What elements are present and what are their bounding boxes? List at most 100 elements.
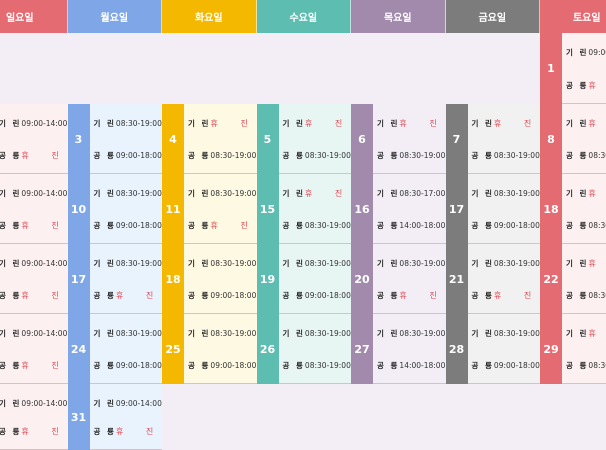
dinosaur-label: 공 룡 (282, 220, 305, 230)
hours-time: 08:30-19:00 (304, 220, 351, 230)
date-number[interactable]: 16 (351, 174, 373, 244)
dinosaur-hours-row: 공 룡08:30-19:00 (566, 148, 606, 162)
dinosaur-label: 공 룡 (471, 220, 494, 230)
hours-cell: 기 린 08:30-19:00 공 룡 14:00-18:00 (373, 314, 446, 384)
date-number[interactable]: 31 (67, 384, 90, 450)
hours-cell: 기 린 08:30-19:00 공 룡 08:30-19:00 (278, 314, 351, 384)
hours-time: 09:00-18:00 (493, 360, 540, 370)
date-number[interactable]: 11 (162, 174, 184, 244)
hours-time: 09:00-18:00 (210, 360, 257, 370)
weekday-header: 일요일 (0, 0, 68, 33)
closed-text: 휴 진 (588, 80, 606, 90)
giraffe-label: 기 린 (566, 328, 589, 338)
date-number[interactable]: 28 (445, 314, 468, 384)
hours-time: 09:00-14:00 (21, 328, 68, 338)
date-number[interactable]: 5 (256, 104, 279, 174)
date-number[interactable]: 27 (351, 314, 373, 384)
closed-text: 휴 진 (399, 118, 447, 128)
date-number[interactable]: 29 (540, 314, 562, 384)
dinosaur-hours-row: 공 룡 09:00-18:00 (471, 358, 540, 372)
hours-time: 08:30-19:00 (115, 258, 162, 268)
closed-text: 휴 진 (115, 290, 164, 300)
dinosaur-label: 공 룡 (471, 360, 494, 370)
giraffe-label: 기 린 (93, 398, 116, 408)
date-number[interactable]: 15 (256, 174, 279, 244)
date-number[interactable]: 1 (540, 33, 562, 104)
date-number[interactable]: 21 (445, 244, 468, 314)
dinosaur-label: 공 룡 (93, 150, 116, 160)
giraffe-label: 기 린 (471, 328, 494, 338)
date-number[interactable]: 17 (67, 244, 90, 314)
dinosaur-label: 공 룡 (471, 290, 494, 300)
dinosaur-label: 공 룡 (93, 426, 116, 436)
hours-time: 08:30-19:00 (588, 290, 606, 300)
hours-cell: 기 린휴 진공 룡08:30-19:00 (562, 174, 606, 244)
hours-time: 08:30-19:00 (304, 328, 351, 338)
giraffe-hours-row: 기 린 08:30-19:00 (282, 326, 351, 340)
giraffe-label: 기 린 (0, 328, 22, 338)
date-number[interactable]: 7 (445, 104, 468, 174)
date-number[interactable]: 18 (540, 174, 562, 244)
dinosaur-hours-row: 공 룡 09:00-18:00 (471, 218, 540, 232)
dinosaur-hours-row: 공 룡 14:00-18:00 (377, 218, 445, 232)
weekday-header: 수요일 (256, 0, 351, 33)
date-number[interactable]: 19 (256, 244, 279, 314)
date-number[interactable]: 22 (540, 244, 562, 314)
date-number[interactable]: 20 (351, 244, 373, 314)
date-number[interactable]: 6 (351, 104, 373, 174)
giraffe-label: 기 린 (93, 118, 116, 128)
dinosaur-label: 공 룡 (282, 150, 305, 160)
giraffe-label: 기 린 (188, 258, 211, 268)
date-number[interactable]: 10 (67, 174, 90, 244)
date-number[interactable]: 17 (445, 174, 468, 244)
date-number[interactable]: 25 (162, 314, 184, 384)
dinosaur-label: 공 룡 (188, 150, 211, 160)
hours-time: 09:00-18:00 (115, 360, 162, 370)
dinosaur-label: 공 룡 (93, 220, 116, 230)
giraffe-hours-row: 기 린 08:30-19:00 (188, 256, 257, 270)
closed-text: 휴 진 (399, 290, 447, 300)
hours-time: 08:30-19:00 (210, 258, 257, 268)
date-number[interactable]: 24 (67, 314, 90, 384)
closed-text: 휴 진 (21, 150, 69, 160)
hours-time: 09:00-14:00 (21, 188, 68, 198)
dinosaur-hours-row: 공 룡 09:00-18:00 (188, 288, 256, 302)
hours-time: 09:00-18:00 (493, 220, 540, 230)
hours-cell: 기 린 08:30-19:00 공 룡 09:00-18:00 (278, 244, 351, 314)
giraffe-hours-row: 기 린 08:30-19:00 (94, 326, 162, 340)
date-number[interactable]: 18 (162, 244, 184, 314)
giraffe-label: 기 린 (188, 118, 211, 128)
dinosaur-hours-row: 공 룡 09:00-18:00 (93, 148, 162, 162)
hours-time: 08:30-19:00 (493, 150, 540, 160)
giraffe-label: 기 린 (377, 328, 400, 338)
closed-text: 휴 진 (115, 426, 164, 436)
hours-time: 08:30-17:00 (399, 188, 446, 198)
hours-cell: 기 린09:00-14:00 공 룡휴 진 (562, 33, 606, 104)
date-number[interactable]: 3 (67, 104, 90, 174)
date-number[interactable]: 4 (162, 104, 184, 174)
dinosaur-label: 공 룡 (377, 360, 400, 370)
giraffe-hours-row: 기 린 08:30-19:00 (188, 186, 256, 200)
hours-time: 08:30-19:00 (304, 150, 351, 160)
date-number[interactable]: 8 (540, 104, 562, 174)
date-number[interactable]: 26 (256, 314, 279, 384)
dinosaur-hours-row: 공 룡 09:00-18:00 (188, 358, 257, 372)
closed-text: 휴 진 (588, 118, 606, 128)
giraffe-label: 기 린 (282, 328, 305, 338)
